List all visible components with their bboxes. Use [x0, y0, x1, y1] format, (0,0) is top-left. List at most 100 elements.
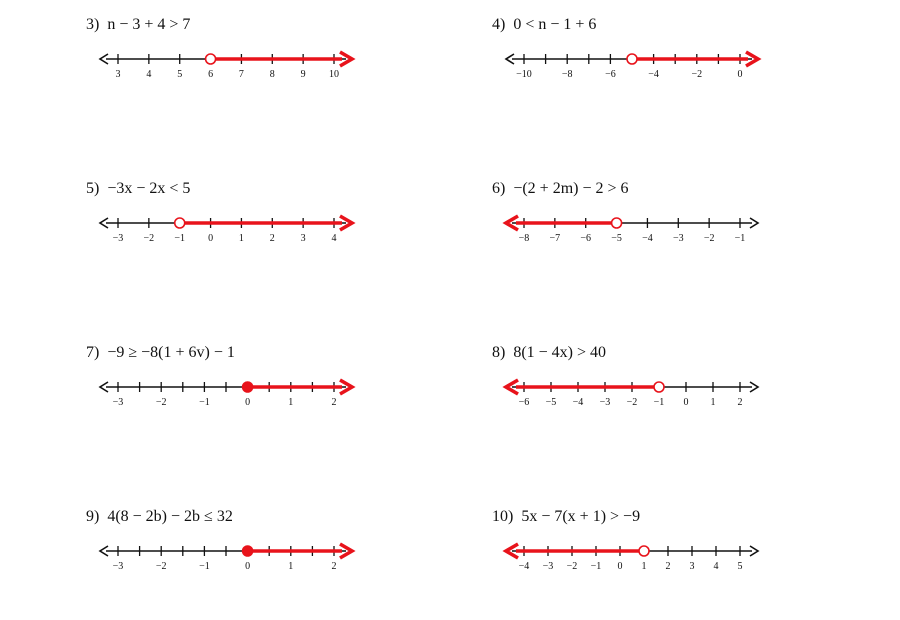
- equation: 10) 5x − 7(x + 1) > −9: [492, 508, 640, 526]
- tick-label: 1: [288, 561, 293, 570]
- inequality: n − 3 + 4 > 7: [107, 16, 191, 33]
- tick-label: −6: [580, 233, 591, 242]
- axis-arrow-left: [98, 545, 109, 557]
- inequality: 0 < n − 1 + 6: [513, 16, 597, 33]
- inequality: −(2 + 2m) − 2 > 6: [513, 180, 629, 197]
- open-endpoint: [653, 381, 665, 393]
- solution-arrow: [339, 50, 356, 68]
- problem-4: 4) 0 < n − 1 + 6 −10 −8 −6 −4 −2 0: [492, 16, 792, 78]
- inequality: 4(8 − 2b) − 2b ≤ 32: [107, 508, 233, 525]
- tick-label: 6: [208, 69, 213, 78]
- tick-label: −3: [113, 233, 124, 242]
- problem-9: 9) 4(8 − 2b) − 2b ≤ 32 −3 −2 −1 0 1 2: [86, 508, 386, 570]
- tick-label: −1: [591, 561, 602, 570]
- axis-arrow-left: [98, 53, 109, 65]
- problem-number: 5): [86, 180, 100, 197]
- tick-label: 1: [239, 233, 244, 242]
- tick-label: 0: [738, 69, 743, 78]
- tick-label: −1: [199, 561, 210, 570]
- tick-label: −1: [174, 233, 185, 242]
- tick-label: −4: [573, 397, 584, 406]
- solution-arrow: [339, 378, 356, 396]
- tick-label: −6: [605, 69, 616, 78]
- solution-arrow: [339, 214, 356, 232]
- tick-label: −1: [735, 233, 746, 242]
- tick-label: −1: [199, 397, 210, 406]
- open-endpoint: [638, 545, 650, 557]
- number-line: −3 −2 −1 0 1 2: [98, 378, 356, 406]
- tick-label: 0: [208, 233, 213, 242]
- closed-endpoint: [241, 381, 254, 393]
- tick-label: 3: [690, 561, 695, 570]
- tick-label: 4: [714, 561, 719, 570]
- tick-label: 1: [642, 561, 647, 570]
- tick-label: 0: [245, 397, 250, 406]
- tick-label: 1: [288, 397, 293, 406]
- inequality: −9 ≥ −8(1 + 6v) − 1: [107, 344, 235, 361]
- inequality: −3x − 2x < 5: [107, 180, 191, 197]
- inequality: 5x − 7(x + 1) > −9: [521, 508, 641, 525]
- tick-label: 3: [301, 233, 306, 242]
- tick-label: 5: [738, 561, 743, 570]
- equation: 3) n − 3 + 4 > 7: [86, 16, 190, 34]
- tick-label: 3: [116, 69, 121, 78]
- open-endpoint: [626, 53, 638, 65]
- open-endpoint: [610, 217, 623, 229]
- open-endpoint: [204, 53, 217, 65]
- axis-arrow-left: [98, 217, 109, 229]
- tick-label: −3: [600, 397, 611, 406]
- tick-label: 2: [270, 233, 275, 242]
- axis-arrow-right: [749, 545, 760, 557]
- problem-8: 8) 8(1 − 4x) > 40 −6 −5 −4 −3 −2 −1 0 1 2: [492, 344, 792, 406]
- tick-label: 9: [301, 69, 306, 78]
- tick-label: −3: [673, 233, 684, 242]
- problem-number: 10): [492, 508, 514, 525]
- axis-arrow-right: [749, 217, 760, 229]
- tick-label: 2: [666, 561, 671, 570]
- equation: 8) 8(1 − 4x) > 40: [492, 344, 606, 362]
- number-line: −8 −7 −6 −5 −4 −3 −2 −1: [502, 214, 760, 242]
- tick-label: 8: [270, 69, 275, 78]
- problem-number: 3): [86, 16, 100, 33]
- number-line: −4 −3 −2 −1 0 1 2 3 4 5: [502, 542, 760, 570]
- equation: 9) 4(8 − 2b) − 2b ≤ 32: [86, 508, 233, 526]
- tick-label: −1: [654, 397, 665, 406]
- tick-label: −2: [691, 69, 702, 78]
- problem-3: 3) n − 3 + 4 > 7 3 4 5 6 7 8 9 10: [86, 16, 386, 78]
- tick-label: −3: [113, 561, 124, 570]
- solution-arrow: [339, 542, 356, 560]
- tick-label: −2: [156, 397, 167, 406]
- tick-label: −2: [704, 233, 715, 242]
- tick-label: −4: [648, 69, 659, 78]
- tick-label: 1: [711, 397, 716, 406]
- problem-number: 6): [492, 180, 506, 197]
- tick-label: −2: [567, 561, 578, 570]
- tick-label: −6: [519, 397, 530, 406]
- number-line: −3 −2 −1 0 1 2: [98, 542, 356, 570]
- equation: 7) −9 ≥ −8(1 + 6v) − 1: [86, 344, 235, 362]
- tick-label: −10: [516, 69, 532, 78]
- tick-label: −7: [550, 233, 561, 242]
- tick-label: 5: [177, 69, 182, 78]
- open-endpoint: [173, 217, 186, 229]
- problem-number: 4): [492, 16, 506, 33]
- tick-label: 0: [684, 397, 689, 406]
- solution-arrow: [502, 378, 519, 396]
- tick-label: −8: [519, 233, 530, 242]
- tick-label: −2: [144, 233, 155, 242]
- tick-label: −2: [156, 561, 167, 570]
- tick-label: 4: [146, 69, 151, 78]
- tick-label: 2: [332, 397, 337, 406]
- tick-label: −5: [546, 397, 557, 406]
- tick-label: −4: [519, 561, 530, 570]
- problem-7: 7) −9 ≥ −8(1 + 6v) − 1 −3 −2 −1 0 1 2: [86, 344, 386, 406]
- tick-label: 2: [332, 561, 337, 570]
- problem-6: 6) −(2 + 2m) − 2 > 6 −8 −7 −6 −5 −4 −3 −2 −1: [492, 180, 792, 242]
- tick-label: 10: [329, 69, 339, 78]
- problem-10: 10) 5x − 7(x + 1) > −9 −4 −3 −2 −1 0 1 2 3 4 5: [492, 508, 792, 570]
- tick-label: −5: [611, 233, 622, 242]
- problem-number: 8): [492, 344, 506, 361]
- tick-label: 0: [245, 561, 250, 570]
- tick-label: −3: [543, 561, 554, 570]
- number-line: −3 −2 −1 0 1 2 3 4: [98, 214, 356, 242]
